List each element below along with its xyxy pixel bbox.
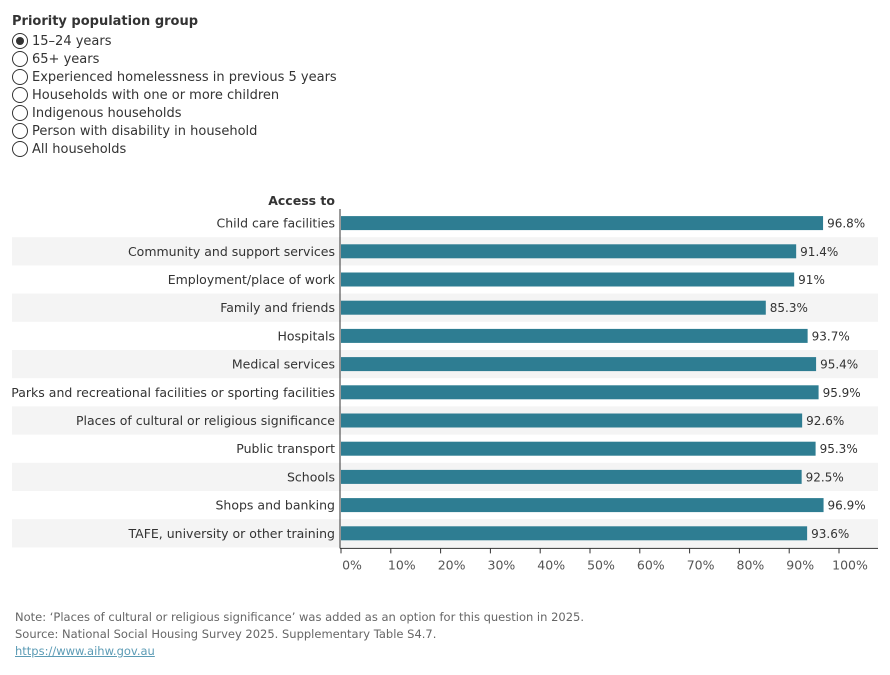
data-label: 96.8% [827, 217, 865, 231]
x-tick-label: 80% [737, 557, 765, 572]
x-tick-label: 100% [832, 557, 868, 572]
x-tick-label: 70% [687, 557, 715, 572]
bar [341, 413, 803, 428]
bar [341, 244, 797, 259]
x-tick-label: 20% [438, 557, 466, 572]
radio-option-label: All households [32, 141, 127, 157]
data-label: 91% [798, 273, 825, 287]
category-label: Employment/place of work [168, 272, 336, 287]
category-label: Child care facilities [217, 216, 336, 231]
radio-option[interactable]: Experienced homelessness in previous 5 y… [12, 68, 337, 86]
data-label: 92.5% [806, 470, 844, 484]
x-tick-label: 30% [488, 557, 516, 572]
bar [341, 272, 795, 287]
data-label: 96.9% [828, 499, 866, 513]
radio-option-label: 15–24 years [32, 33, 112, 49]
radio-circle-icon[interactable] [12, 105, 28, 121]
x-tick-label: 60% [637, 557, 665, 572]
radio-circle-icon[interactable] [12, 51, 28, 67]
radio-option-label: Experienced homelessness in previous 5 y… [32, 69, 337, 85]
bar [341, 357, 817, 372]
radio-circle-icon[interactable] [12, 69, 28, 85]
bar [341, 385, 819, 400]
bar [341, 300, 766, 315]
radio-option[interactable]: Households with one or more children [12, 86, 337, 104]
x-tick-label: 50% [587, 557, 615, 572]
category-label: Hospitals [277, 328, 335, 343]
footer-note: Note: ‘Places of cultural or religious s… [15, 610, 584, 624]
radio-option-label: 65+ years [32, 51, 100, 67]
radio-option[interactable]: 65+ years [12, 50, 337, 68]
access-bar-chart: Access to Child care facilities 96.8% Commu… [11, 193, 878, 572]
bar [341, 328, 808, 343]
radio-option-label: Person with disability in household [32, 123, 258, 139]
footer: Note: ‘Places of cultural or religious s… [15, 609, 584, 660]
radio-option-label: Households with one or more children [32, 87, 280, 103]
data-label: 85.3% [770, 301, 808, 315]
data-label: 91.4% [800, 245, 838, 259]
category-label: Medical services [232, 357, 335, 372]
x-tick-label: 40% [537, 557, 565, 572]
x-tick-label: 10% [388, 557, 416, 572]
bar [341, 441, 816, 456]
data-label: 92.6% [806, 414, 844, 428]
radio-option[interactable]: All households [12, 140, 337, 158]
radio-option[interactable]: Indigenous households [12, 104, 337, 122]
filter-title: Priority population group [12, 14, 199, 29]
bar [341, 498, 824, 513]
category-label: Places of cultural or religious signific… [76, 413, 335, 428]
category-label: Schools [287, 469, 335, 484]
footer-source: Source: National Social Housing Survey 2… [15, 627, 437, 641]
x-tick-label: 90% [786, 557, 814, 572]
radio-option[interactable]: Person with disability in household [12, 122, 337, 140]
category-label: Community and support services [128, 244, 335, 259]
data-label: 95.9% [823, 386, 861, 400]
category-axis-title: Access to [268, 193, 335, 208]
data-label: 93.7% [812, 329, 850, 343]
data-label: 95.4% [820, 358, 858, 372]
category-label: Public transport [236, 441, 335, 456]
bar [341, 469, 802, 484]
category-label: Family and friends [220, 300, 335, 315]
radio-circle-icon[interactable] [12, 33, 28, 49]
category-label: Shops and banking [215, 498, 335, 513]
radio-option[interactable]: 15–24 years [12, 32, 337, 50]
bar [341, 526, 808, 541]
radio-circle-icon[interactable] [12, 87, 28, 103]
bar [341, 216, 824, 231]
data-label: 93.6% [811, 527, 849, 541]
radio-circle-icon[interactable] [12, 141, 28, 157]
aihw-link[interactable]: https://www.aihw.gov.au [15, 644, 155, 658]
priority-group-radio-list: 15–24 years 65+ years Experienced homeless… [12, 32, 337, 158]
category-label: TAFE, university or other training [127, 526, 335, 541]
radio-circle-icon[interactable] [12, 123, 28, 139]
x-tick-label: 0% [342, 557, 362, 572]
category-label: Parks and recreational facilities or spo… [11, 385, 335, 400]
radio-option-label: Indigenous households [32, 105, 182, 121]
data-label: 95.3% [820, 442, 858, 456]
